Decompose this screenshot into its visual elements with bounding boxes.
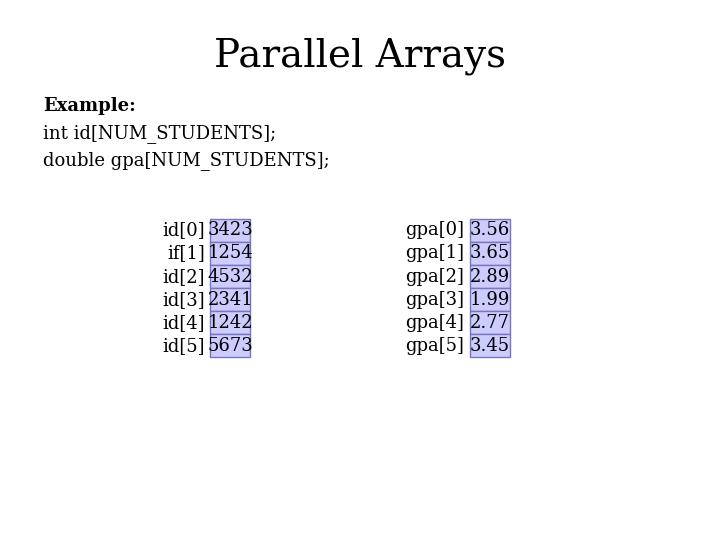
Bar [210, 265, 251, 288]
Text: gpa[0]: gpa[0] [405, 221, 464, 239]
Text: gpa[1]: gpa[1] [405, 245, 464, 262]
Text: if[1]: if[1] [167, 245, 204, 262]
Text: gpa[5]: gpa[5] [405, 337, 464, 355]
Bar [210, 242, 251, 265]
Text: 5673: 5673 [207, 337, 253, 355]
Bar [469, 265, 510, 288]
Text: 2.77: 2.77 [470, 314, 510, 332]
Text: 1.99: 1.99 [469, 291, 510, 309]
Text: id[3]: id[3] [162, 291, 204, 309]
Text: 3.45: 3.45 [470, 337, 510, 355]
Bar [469, 334, 510, 357]
Text: 3.65: 3.65 [469, 245, 510, 262]
Text: gpa[4]: gpa[4] [405, 314, 464, 332]
Bar [210, 334, 251, 357]
Text: 2.89: 2.89 [469, 267, 510, 286]
Text: id[0]: id[0] [162, 221, 204, 239]
Bar [469, 288, 510, 311]
Text: 1254: 1254 [207, 245, 253, 262]
Bar [469, 242, 510, 265]
Bar [210, 288, 251, 311]
Text: 3.56: 3.56 [469, 221, 510, 239]
Text: Example:: Example: [43, 97, 136, 115]
Text: Parallel Arrays: Parallel Arrays [214, 38, 506, 75]
Text: 4532: 4532 [207, 267, 253, 286]
Text: gpa[3]: gpa[3] [405, 291, 464, 309]
Text: int id[NUM_STUDENTS];: int id[NUM_STUDENTS]; [43, 124, 276, 143]
Text: id[5]: id[5] [162, 337, 204, 355]
Bar [469, 219, 510, 242]
Text: double gpa[NUM_STUDENTS];: double gpa[NUM_STUDENTS]; [43, 151, 330, 170]
Bar [210, 219, 251, 242]
Text: id[2]: id[2] [162, 267, 204, 286]
Bar [469, 311, 510, 334]
Bar [210, 311, 251, 334]
Text: gpa[2]: gpa[2] [405, 267, 464, 286]
Text: 1242: 1242 [207, 314, 253, 332]
Text: id[4]: id[4] [162, 314, 204, 332]
Text: 3423: 3423 [207, 221, 253, 239]
Text: 2341: 2341 [207, 291, 253, 309]
